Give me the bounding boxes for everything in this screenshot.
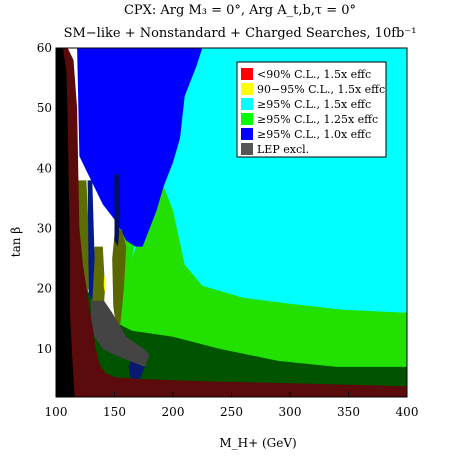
x-tick-label: 150 bbox=[103, 405, 126, 419]
region-yellow-speck bbox=[103, 276, 106, 292]
legend-swatch bbox=[241, 83, 253, 95]
region-maroon bbox=[56, 48, 407, 397]
x-tick-label: 300 bbox=[279, 405, 302, 419]
y-tick-label: 30 bbox=[37, 222, 52, 236]
x-tick-label: 400 bbox=[396, 405, 419, 419]
y-axis-label: tan β bbox=[9, 227, 23, 258]
x-tick-label: 350 bbox=[337, 405, 360, 419]
x-tick-label: 100 bbox=[45, 405, 68, 419]
y-tick-label: 50 bbox=[37, 101, 52, 115]
legend-box bbox=[236, 61, 387, 158]
region-black bbox=[56, 48, 75, 397]
y-tick-label: 10 bbox=[37, 342, 52, 356]
legend-swatch bbox=[241, 68, 253, 80]
legend-label: 90−95% C.L., 1.5x effc bbox=[257, 83, 385, 96]
x-axis-label: M_H+ (GeV) bbox=[219, 436, 296, 450]
legend: <90% C.L., 1.5x effc 90−95% C.L., 1.5x ef… bbox=[236, 61, 387, 158]
y-axis-ticks: 10 20 30 40 50 60 bbox=[37, 41, 61, 356]
chart-title-line1: CPX: Arg M₃ = 0°, Arg A_t,b,τ = 0° bbox=[124, 3, 356, 18]
x-axis-ticks: 100 150 200 250 300 350 400 bbox=[45, 392, 419, 419]
x-tick-label: 200 bbox=[162, 405, 185, 419]
legend-label: ≥95% C.L., 1.5x effc bbox=[257, 98, 371, 111]
y-tick-label: 60 bbox=[37, 41, 52, 55]
legend-label: LEP excl. bbox=[257, 143, 309, 156]
y-tick-label: 40 bbox=[37, 161, 52, 175]
region-olive-strip-right bbox=[112, 228, 127, 331]
legend-label: ≥95% C.L., 1.25x effc bbox=[257, 113, 378, 126]
legend-label: ≥95% C.L., 1.0x effc bbox=[257, 128, 371, 141]
region-lep-gray bbox=[91, 300, 150, 367]
y-tick-label: 20 bbox=[37, 282, 52, 296]
region-blue bbox=[77, 48, 203, 247]
legend-swatch bbox=[241, 128, 253, 140]
legend-label: <90% C.L., 1.5x effc bbox=[257, 68, 371, 81]
legend-swatch bbox=[241, 98, 253, 110]
legend-swatch bbox=[241, 113, 253, 125]
region-navy-spike-1 bbox=[87, 180, 95, 301]
region-navy-spike-2 bbox=[114, 174, 121, 247]
chart-title-line2: SM−like + Nonstandard + Charged Searches… bbox=[64, 26, 417, 41]
x-tick-label: 250 bbox=[220, 405, 243, 419]
legend-swatch bbox=[241, 143, 253, 155]
